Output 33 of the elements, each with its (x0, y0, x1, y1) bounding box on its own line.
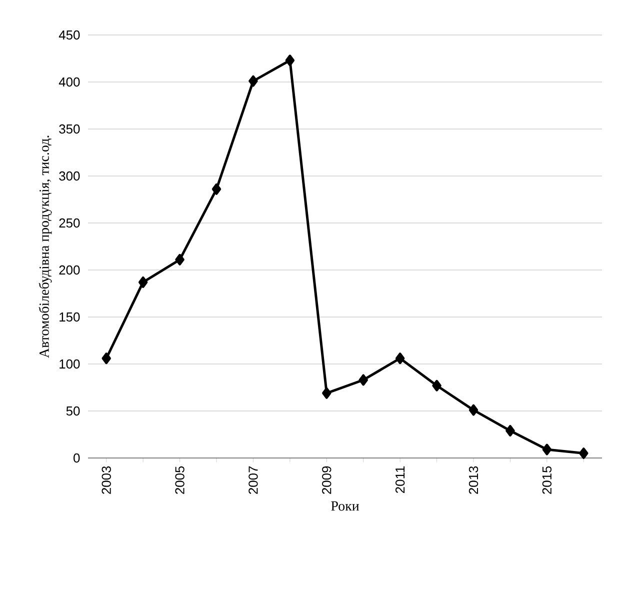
y-axis-title: Автомобілебудівна продукція, тис.од. (38, 136, 52, 358)
y-tick-label: 200 (59, 265, 80, 275)
point (285, 54, 295, 66)
y-tick-label: 300 (59, 171, 80, 181)
point (175, 254, 184, 266)
point (102, 352, 111, 364)
y-tick-label: 50 (66, 406, 80, 416)
point (248, 75, 258, 87)
point (322, 387, 332, 399)
y-tick-label: 100 (60, 359, 80, 369)
x-tick-label: 2005 (175, 466, 184, 494)
x-tick-label: 2013 (468, 466, 478, 494)
point (138, 276, 148, 288)
point (432, 380, 442, 392)
point (579, 448, 588, 460)
y-tick-label: 350 (59, 124, 80, 134)
point (395, 352, 405, 364)
x-tick-label: 2009 (322, 466, 332, 494)
y-tick-label: 150 (60, 312, 80, 322)
x-tick-label: 2003 (102, 466, 111, 494)
point (506, 425, 515, 436)
y-tick-label: 250 (59, 218, 80, 228)
y-tick-label: 400 (58, 77, 80, 87)
point (468, 404, 478, 416)
x-tick-label: 2015 (542, 466, 552, 494)
x-axis-title: Роки (331, 501, 360, 511)
y-tick-label: 450 (58, 30, 80, 40)
y-tick-label: 0 (74, 453, 80, 463)
point (212, 183, 222, 195)
x-tick-label: 2011 (395, 466, 405, 493)
point (358, 374, 368, 386)
x-tick-label: 2007 (248, 466, 258, 494)
point (542, 444, 552, 456)
